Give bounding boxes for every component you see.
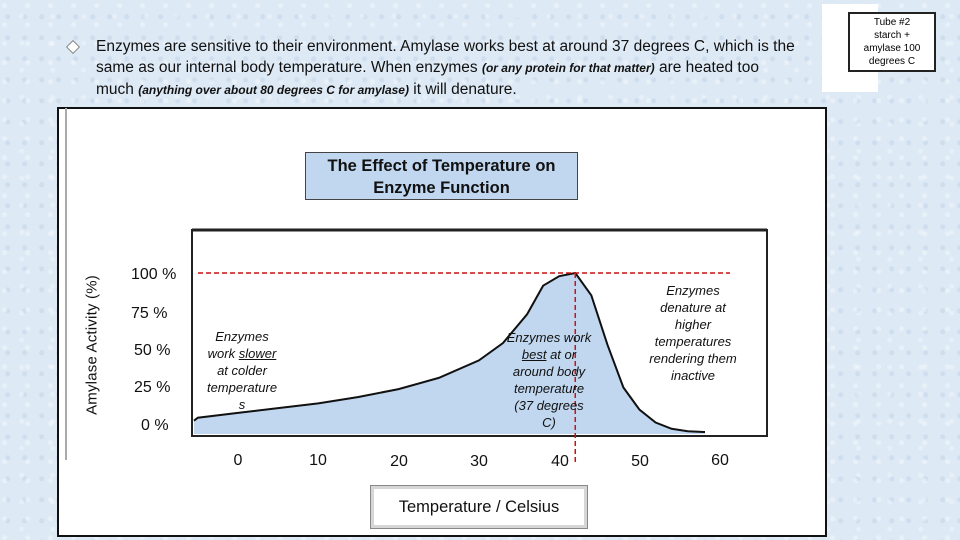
activity-curve — [193, 271, 705, 433]
x-tick-label: 0 — [233, 452, 243, 469]
x-tick-label: 40 — [551, 453, 569, 470]
y-tick-label: 0 % — [141, 417, 169, 434]
intro-aside: (anything over about 80 degrees C for am… — [138, 83, 409, 97]
annotation-line: temperature — [206, 380, 278, 395]
x-tick-label: 20 — [390, 453, 408, 470]
x-axis-label-text: Temperature / Celsius — [398, 498, 560, 516]
y-tick-label: 75 % — [131, 305, 168, 322]
annotation-line: Enzymes — [215, 329, 269, 344]
tube-note-line: starch + — [874, 30, 910, 41]
annotation-line: rendering them — [649, 351, 737, 366]
annotation-line: Enzymes work — [506, 330, 592, 345]
annotation-cold: Enzymes work slower at colder temperatur… — [196, 328, 288, 413]
tube-note-line: degrees C — [868, 56, 916, 67]
annotation-line-text: work slower — [207, 346, 277, 361]
intro-text-part: it will denature. — [408, 81, 517, 98]
x-tick-label: 60 — [711, 452, 729, 469]
annotation-line: temperatures — [654, 334, 732, 349]
tube-note-line: amylase 100 — [863, 43, 921, 54]
activity-area — [194, 273, 705, 434]
annotation-line: (37 degrees — [514, 398, 584, 413]
annotation-line: around body — [512, 364, 586, 379]
y-tick-label: 25 % — [134, 379, 171, 396]
y-tick-label: 50 % — [134, 342, 171, 359]
x-tick-label: 10 — [309, 452, 327, 469]
x-tick-label: 50 — [631, 453, 649, 470]
annotation-line: best at or — [521, 347, 577, 362]
chart-title-text: The Effect of Temperature on Enzyme Func… — [327, 157, 556, 197]
intro-text-part: are heated too much — [96, 59, 759, 98]
annotation-line: higher — [674, 317, 712, 332]
annotation-line: C) — [542, 415, 556, 430]
intro-aside: (or any protein for that matter) — [481, 61, 655, 75]
annotation-line: work slower — [196, 345, 288, 362]
intro-text-part: Enzymes are sensitive to their environme… — [96, 38, 795, 76]
annotation-line: denature at — [660, 300, 726, 315]
annotation-line: Enzymes — [666, 283, 720, 298]
annotation-best: Enzymes work best at or around body temp… — [500, 329, 598, 431]
annotation-line: inactive — [670, 368, 716, 383]
intro-text: Enzymes are sensitive to their environme… — [70, 36, 800, 101]
y-tick-label: 100 % — [131, 266, 177, 283]
x-axis-label: Temperature / Celsius — [370, 485, 588, 529]
y-axis-label: Amylase Activity (%) — [83, 275, 101, 415]
chart-title: The Effect of Temperature on Enzyme Func… — [305, 152, 578, 200]
annotation-line: temperature — [513, 381, 585, 396]
annotation-line: at colder — [217, 363, 267, 378]
tube-note: Tube #2 starch + amylase 100 degrees C — [848, 12, 936, 72]
intro-paragraph: Enzymes are sensitive to their environme… — [65, 36, 800, 101]
annotation-hot: Enzymes denature at higher temperatures … — [642, 282, 744, 384]
x-tick-label: 30 — [470, 453, 488, 470]
annotation-line: s — [238, 397, 246, 412]
tube-note-line: Tube #2 — [873, 17, 911, 28]
